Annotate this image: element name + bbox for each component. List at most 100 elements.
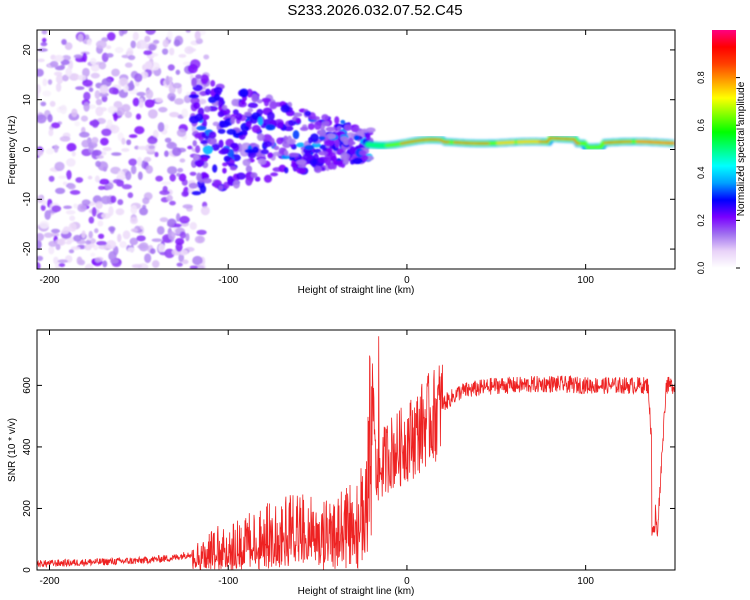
heatmap-cell <box>250 172 258 179</box>
heatmap-cell <box>112 245 119 256</box>
heatmap-cell <box>334 116 340 125</box>
heatmap-cell <box>88 230 93 239</box>
heatmap-cell <box>185 233 190 242</box>
heatmap-cell <box>37 239 42 250</box>
heatmap-cell <box>256 133 265 142</box>
heatmap-cell <box>222 162 228 167</box>
snr-x-tick-label: 100 <box>577 576 594 587</box>
heatmap-cell <box>182 204 193 209</box>
heatmap-cell <box>122 230 131 240</box>
heatmap-carrier-segment <box>538 137 581 145</box>
heatmap-cell <box>37 68 44 77</box>
heatmap-cell <box>121 30 128 35</box>
heatmap-cell <box>232 109 239 115</box>
heatmap-cell <box>101 128 112 137</box>
heatmap-cell <box>218 139 224 148</box>
heatmap-cell <box>69 190 81 195</box>
heatmap-cell <box>71 151 76 157</box>
heatmap-cell <box>166 195 173 202</box>
heatmap-cell <box>159 190 170 196</box>
heatmap-cell <box>202 178 212 184</box>
heatmap-cell <box>37 114 47 124</box>
heatmap-cell <box>37 149 44 157</box>
heatmap-cell <box>178 173 187 182</box>
heatmap-cell <box>84 263 94 269</box>
heatmap-cell <box>166 141 177 150</box>
heatmap-cell <box>127 54 136 61</box>
heatmap-cell <box>218 99 224 108</box>
heatmap-cell <box>58 263 66 268</box>
heatmap-cell <box>76 256 83 265</box>
heatmap-cell <box>242 158 251 167</box>
heatmap-cell <box>159 251 168 256</box>
heatmap-cell <box>202 145 213 155</box>
heatmap-cell <box>114 46 124 54</box>
heatmap-cell <box>144 35 151 43</box>
heatmap-cell <box>111 68 120 77</box>
heatmap-cell <box>91 119 99 128</box>
heatmap-cell <box>147 136 158 145</box>
heatmap-cell <box>37 255 44 261</box>
heatmap-cell <box>290 162 299 168</box>
heatmap-cell <box>53 71 63 77</box>
heatmap-cell <box>147 109 158 119</box>
heatmap-cell <box>349 146 356 155</box>
heatmap-cell <box>95 98 103 106</box>
heatmap-cell <box>311 142 321 148</box>
heatmap-cell <box>195 74 203 80</box>
snr-panel: -200 -100 0 100 0 200 400 600 Height of straig… <box>7 329 676 597</box>
heatmap-cell <box>47 79 53 85</box>
heatmap-cell <box>121 137 126 145</box>
heatmap-cell <box>57 259 69 264</box>
colorbar-ramp <box>712 30 736 268</box>
heatmap-cell <box>188 94 199 99</box>
heatmap-cell <box>43 232 54 238</box>
heatmap-cell <box>90 72 100 79</box>
colorbar-ticks: 0.0 0.2 0.4 0.6 0.8 <box>696 71 740 274</box>
heatmap-cell <box>230 116 236 125</box>
heatmap-cell <box>65 240 72 245</box>
heatmap-cell <box>346 132 356 142</box>
heatmap-cell <box>174 98 184 105</box>
heatmap-cell <box>125 170 132 181</box>
heatmap-cell <box>292 130 300 140</box>
heatmap-cell <box>60 59 70 66</box>
heatmap-cell <box>55 74 64 84</box>
heatmap-cell <box>93 244 99 251</box>
heatmap-cell <box>97 233 105 239</box>
heatmap-cell <box>53 144 59 153</box>
heatmap-cell <box>232 180 240 189</box>
heatmap-cell <box>143 156 152 162</box>
heatmap-carrier-segment <box>385 142 400 148</box>
heatmap-cell <box>123 84 129 93</box>
heatmap-cell <box>207 137 217 145</box>
heatmap-cell <box>134 126 145 135</box>
spectrogram-y-axis: 20 10 0 -10 -20 <box>22 44 675 256</box>
heatmap-cell <box>90 57 97 65</box>
heatmap-cell <box>68 222 77 232</box>
heatmap-cell <box>108 206 114 217</box>
heatmap-cell <box>40 42 48 47</box>
heatmap-cell <box>179 231 187 239</box>
heatmap-cell <box>71 108 78 118</box>
heatmap-cell <box>51 122 61 129</box>
heatmap-cell <box>98 61 107 70</box>
heatmap-cell <box>212 164 218 173</box>
heatmap-cell <box>286 138 297 145</box>
heatmap-cell <box>318 128 327 138</box>
heatmap-cell <box>116 107 125 116</box>
heatmap-cell <box>177 167 184 173</box>
heatmap-cell <box>81 139 91 148</box>
heatmap-cell <box>334 139 340 149</box>
heatmap-cell <box>106 45 112 50</box>
heatmap-cell <box>130 228 139 233</box>
heatmap-cell <box>90 252 96 257</box>
heatmap-cell <box>61 229 70 235</box>
heatmap-cell <box>263 141 273 147</box>
heatmap-cell <box>131 263 143 269</box>
heatmap-cell <box>365 134 371 141</box>
snr-y-tick-label: 0 <box>22 567 33 573</box>
snr-x-axis: -200 -100 0 100 <box>40 330 594 587</box>
heatmap-cell <box>193 154 200 161</box>
